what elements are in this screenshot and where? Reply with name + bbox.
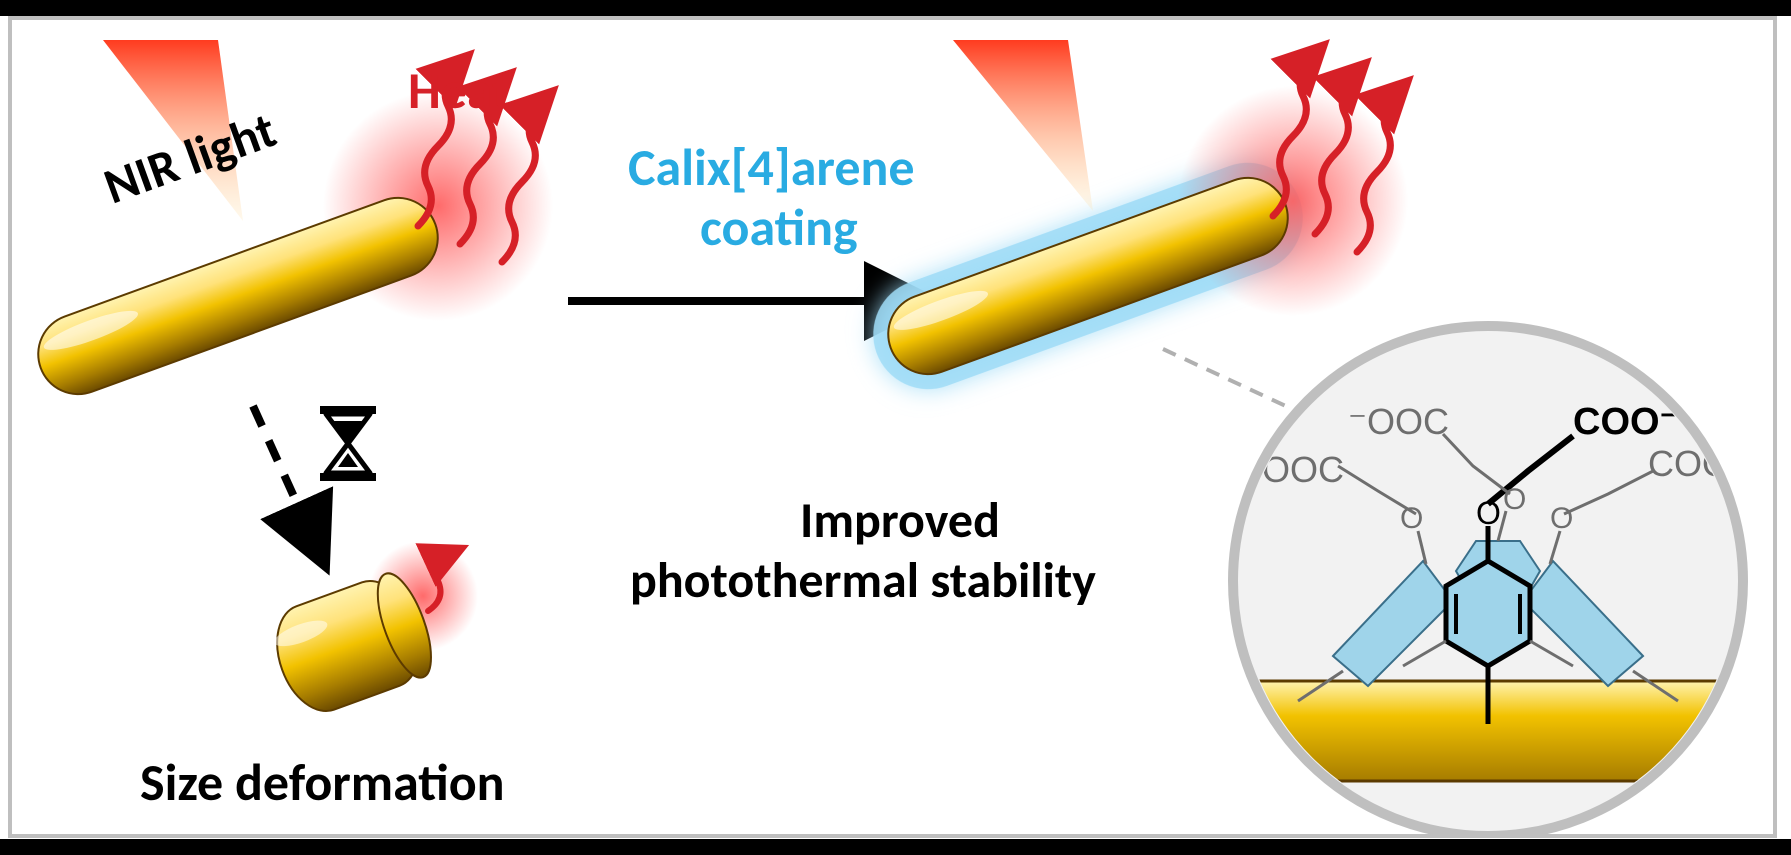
- arrow-dashed-time: [253, 406, 323, 561]
- chem-ooc-back: ⁻OOC: [1348, 401, 1449, 442]
- svg-text:O: O: [1476, 495, 1501, 531]
- label-improved-l1: Improved: [800, 490, 1000, 551]
- calix-front-ring: [1446, 561, 1530, 666]
- black-bar-bottom: [0, 839, 1791, 855]
- label-sizedef: Size deformation: [140, 750, 505, 814]
- nir-cone-right: [953, 40, 1093, 211]
- callout-leader: [1163, 349, 1303, 414]
- svg-text:O: O: [1400, 502, 1423, 535]
- chem-coo-front: COO⁻: [1573, 401, 1680, 443]
- label-improved-l2: photothermal stability: [630, 550, 1096, 611]
- label-coating-l1: Calix[4]arene: [628, 135, 915, 199]
- chem-coo-right: COO⁻: [1648, 443, 1749, 484]
- hourglass-icon: [320, 406, 376, 481]
- black-bar-top: [0, 0, 1791, 16]
- label-coating-l2: coating: [700, 195, 858, 259]
- svg-text:O: O: [1503, 483, 1526, 516]
- label-heat: Heat: [408, 58, 510, 122]
- svg-text:O: O: [1550, 502, 1573, 535]
